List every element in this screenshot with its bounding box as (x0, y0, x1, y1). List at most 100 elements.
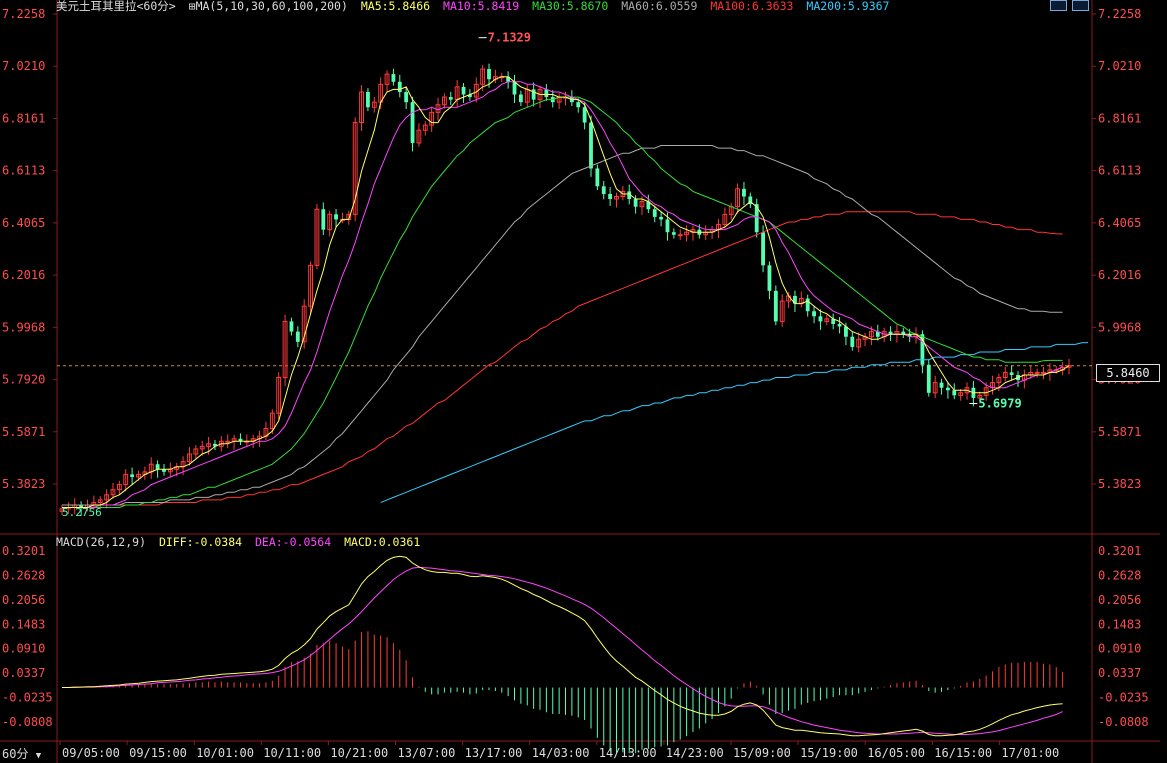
candle-up (282, 320, 288, 379)
candle-down (907, 334, 912, 337)
macd-params: MACD(26,12,9) (56, 535, 147, 549)
y-tick-label-right: 6.6113 (1098, 164, 1141, 178)
period-selector[interactable]: 60分 ▼ (2, 745, 41, 762)
candle-down (589, 122, 593, 169)
x-tick-label: 10/21:00 (330, 746, 388, 760)
ma10-value: MA10:5.8419 (443, 0, 520, 13)
ma200-value: MA200:5.9367 (806, 0, 890, 13)
candle-up (187, 453, 192, 463)
candle-up (824, 318, 830, 322)
y-tick-label-left: 7.0210 (2, 59, 45, 73)
x-tick-label: 14/23:00 (666, 746, 724, 760)
candle-up (735, 188, 740, 208)
x-tick-label: 15/19:00 (800, 746, 858, 760)
candle-up (416, 129, 422, 144)
y-tick-label-left: 5.5871 (2, 425, 45, 439)
period-label: 60分 (2, 747, 29, 761)
ma-params: MA(5,10,30,60,100,200) (195, 0, 348, 13)
y-tick-label-right: 6.4065 (1098, 216, 1141, 230)
candle-down (1009, 372, 1014, 375)
macd-header: MACD(26,12,9) DIFF:-0.0384 DEA:-0.0564 M… (56, 535, 426, 549)
candle-down (805, 298, 810, 312)
candle-down (761, 232, 765, 266)
candle-up (110, 489, 116, 496)
macd-y-tick-label-right: -0.0808 (1098, 715, 1149, 729)
candle-up (1002, 371, 1008, 379)
candle-up (779, 300, 785, 322)
y-tick-label-right: 7.2258 (1098, 7, 1141, 21)
macd-y-tick-label-left: 0.0910 (2, 642, 45, 656)
macd-y-tick-label-right: 0.2056 (1098, 593, 1141, 607)
x-tick-label: 10/01:00 (196, 746, 254, 760)
macd-y-tick-label-left: 0.3201 (2, 544, 45, 558)
candle-down (742, 188, 746, 197)
y-tick-label-left: 6.6113 (2, 164, 45, 178)
candle-down (531, 89, 536, 100)
x-tick-label: 13/07:00 (398, 746, 456, 760)
candle-down (512, 81, 517, 95)
candle-up (441, 96, 447, 106)
y-tick-label-right: 5.9968 (1098, 320, 1141, 334)
restore-window-icon[interactable] (1050, 0, 1067, 11)
x-tick-label: 14/03:00 (532, 746, 590, 760)
candle-up (352, 122, 358, 215)
diff-line (62, 555, 1063, 737)
candle-down (812, 311, 816, 317)
candle-down (397, 81, 402, 92)
macd-value: MACD:0.0361 (344, 535, 421, 549)
start-annotation: 5.2756 (62, 506, 102, 519)
candle-down (844, 326, 848, 337)
y-tick-label-left: 6.2016 (2, 268, 45, 282)
macd-y-tick-label-left: 0.2056 (2, 593, 45, 607)
candle-up (480, 68, 486, 85)
candle-up (269, 412, 275, 430)
candle-down (939, 382, 944, 388)
candle-down (831, 318, 836, 324)
candle-up (206, 443, 212, 447)
candle-up (308, 264, 313, 307)
y-tick-label-right: 5.3823 (1098, 477, 1141, 491)
y-tick-label-left: 5.3823 (2, 477, 45, 491)
candle-up (97, 499, 103, 503)
y-tick-label-right: 6.8161 (1098, 111, 1141, 125)
dropdown-caret-icon: ▼ (35, 751, 42, 761)
y-tick-label-left: 5.9968 (2, 320, 45, 334)
candle-down (952, 390, 957, 396)
maximize-window-icon[interactable] (1072, 0, 1089, 11)
candle-down (671, 232, 676, 235)
candle-up (327, 213, 333, 231)
macd-y-tick-label-right: 0.0910 (1098, 642, 1141, 656)
candle-down (506, 76, 511, 82)
y-tick-label-right: 7.0210 (1098, 59, 1141, 73)
candle-up (199, 445, 205, 450)
candle-down (582, 107, 587, 123)
macd-y-tick-label-left: -0.0808 (2, 715, 53, 729)
candle-down (608, 193, 613, 200)
macd-y-tick-label-left: -0.0235 (2, 691, 53, 705)
y-tick-label-left: 5.7920 (2, 373, 45, 387)
ma5-value: MA5:5.8466 (360, 0, 431, 13)
candle-up (677, 234, 683, 237)
macd-y-tick-label-right: 0.2628 (1098, 568, 1141, 582)
candle-down (920, 334, 925, 365)
macd-y-tick-label-right: 0.0337 (1098, 666, 1141, 680)
candle-up (856, 338, 862, 348)
candle-down (665, 219, 670, 233)
candle-down (601, 186, 606, 194)
candle-up (59, 508, 65, 512)
candle-down (366, 91, 370, 108)
candle-down (467, 94, 472, 98)
x-tick-label: 16/05:00 (867, 746, 925, 760)
candle-down (659, 216, 664, 220)
ma-toggle-icon[interactable]: ⊞ (188, 0, 196, 13)
candle-down (652, 209, 657, 217)
candle-up (614, 195, 619, 200)
low-annotation: 5.6979 (978, 397, 1021, 411)
y-tick-label-right: 5.5871 (1098, 425, 1141, 439)
candle-down (888, 331, 893, 335)
candle-down (837, 323, 842, 327)
candle-up (276, 377, 282, 414)
candle-down (773, 290, 778, 322)
candle-down (130, 474, 135, 477)
